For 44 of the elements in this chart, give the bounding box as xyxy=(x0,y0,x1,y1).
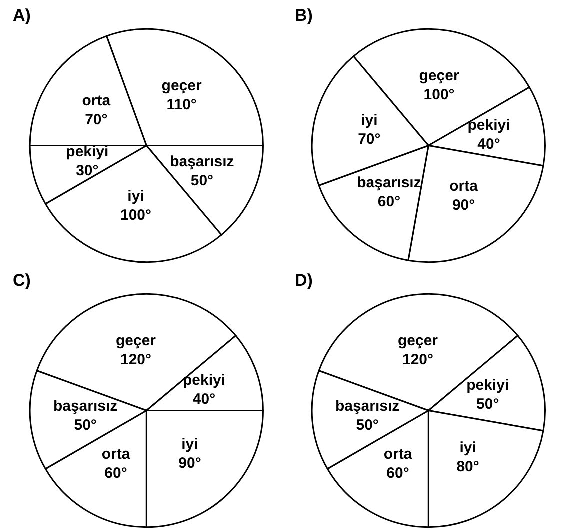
slice-label: başarısız xyxy=(53,398,118,416)
slice-label: pekiyi xyxy=(466,376,510,394)
slice-label: orta xyxy=(384,446,413,463)
data-label: 40° xyxy=(478,136,500,154)
data-label: 60° xyxy=(378,194,401,211)
slice-label: başarısız xyxy=(335,398,400,416)
chart-title: D) xyxy=(295,271,313,290)
data-label: 80° xyxy=(456,458,480,476)
data-label: 110° xyxy=(166,96,197,114)
slice-label: pekiyi xyxy=(468,117,510,134)
data-label: 90° xyxy=(178,455,202,472)
chart-title: A) xyxy=(13,6,31,25)
slice-label: orta xyxy=(82,92,112,110)
data-label: 70° xyxy=(85,112,108,129)
slice-label: iyi xyxy=(460,440,476,457)
slice-label: başarısız xyxy=(357,174,422,192)
slice-label: iyi xyxy=(128,188,144,206)
data-label: 60° xyxy=(104,464,128,482)
slice-label: geçer xyxy=(162,78,202,95)
slice-label: geçer xyxy=(419,67,460,84)
slice-label: orta xyxy=(450,178,479,195)
data-label: 120° xyxy=(120,351,152,368)
slice-label: geçer xyxy=(398,332,438,350)
chart-title: C) xyxy=(13,271,31,290)
slice-label: pekiyi xyxy=(66,144,109,161)
data-label: 30° xyxy=(76,162,99,180)
slice-label: iyi xyxy=(361,112,378,129)
data-label: 100° xyxy=(424,86,455,104)
slice-label: iyi xyxy=(182,436,198,454)
slice-label: orta xyxy=(102,446,131,463)
data-label: 60° xyxy=(386,464,410,482)
slice-label: başarısız xyxy=(170,154,234,171)
data-label: 70° xyxy=(358,130,381,148)
data-label: 50° xyxy=(356,417,379,434)
data-label: 50° xyxy=(190,172,214,190)
data-label: 100° xyxy=(120,207,152,224)
slice-label: pekiyi xyxy=(182,372,226,389)
data-label: 50° xyxy=(476,396,500,413)
data-label: 50° xyxy=(74,417,97,434)
data-label: 120° xyxy=(402,351,434,368)
data-label: 40° xyxy=(192,390,216,408)
data-label: 90° xyxy=(452,196,476,214)
slice-label: geçer xyxy=(116,332,156,350)
chart-title: B) xyxy=(295,6,313,25)
